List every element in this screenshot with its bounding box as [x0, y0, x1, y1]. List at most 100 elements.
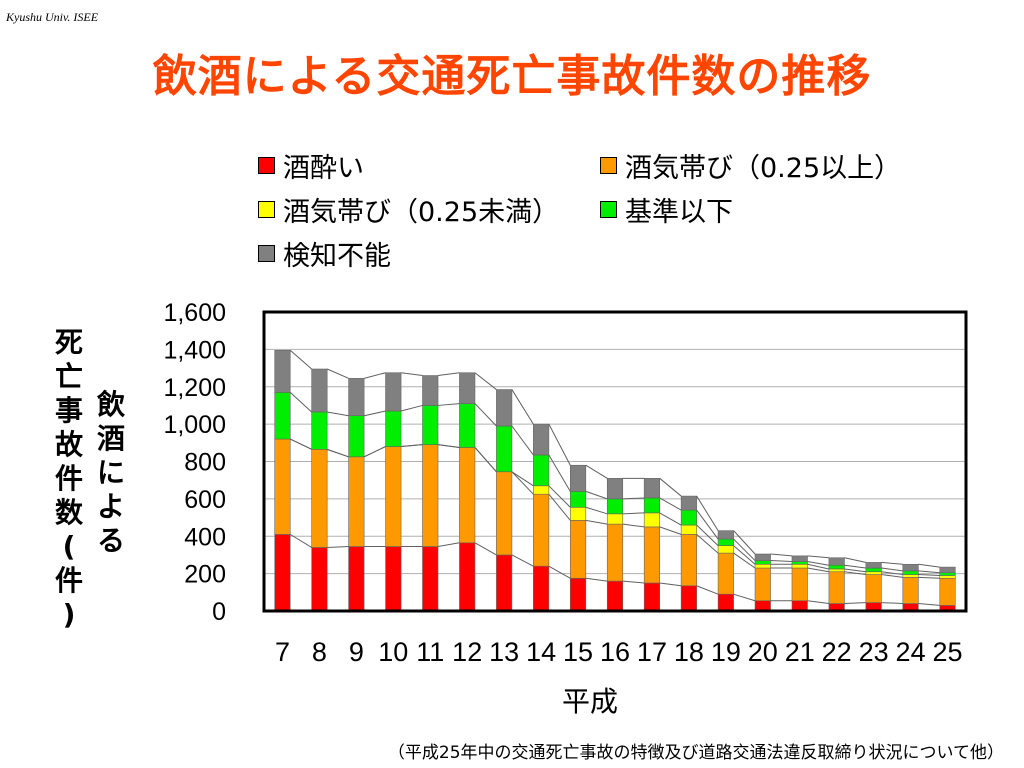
bar-segment: [680, 495, 697, 511]
series-connector: [437, 372, 460, 377]
y-axis-label-char: 亡: [54, 360, 83, 393]
series-connector: [437, 542, 460, 548]
bar-segment: [717, 593, 734, 612]
series-connector: [881, 574, 903, 578]
legend-item: 酒気帯び（0.25未満）: [258, 190, 559, 229]
bar-segment: [533, 423, 550, 456]
bar-segment: [680, 585, 697, 612]
legend-swatch: [258, 245, 275, 262]
bar-segment: [828, 571, 845, 604]
series-connector: [585, 490, 608, 500]
x-tick-label: 10: [378, 637, 408, 667]
legend-swatch: [600, 157, 617, 174]
plot-border: [262, 310, 968, 613]
series-connector: [770, 553, 793, 557]
bar-segment: [606, 513, 624, 525]
bar-segment: [533, 485, 550, 495]
legend-item: 酒気帯び（0.25以上）: [600, 146, 901, 185]
y-tick-label: 1,600: [163, 299, 226, 327]
series-connector: [807, 600, 829, 605]
series-connector: [585, 577, 608, 582]
y-axis-label-char: 事: [54, 394, 83, 427]
series-connector: [622, 580, 645, 584]
bar-segment: [902, 577, 919, 604]
legend-swatch: [258, 201, 275, 218]
series-connector: [733, 545, 756, 565]
bar-segment: [569, 464, 587, 492]
series-connector: [881, 602, 903, 605]
y-tick-label: 1,400: [163, 336, 226, 364]
header-note: Kyushu Univ. ISEE: [6, 10, 99, 24]
bar-segment: [791, 600, 808, 612]
bar-segment: [385, 446, 402, 547]
bar-segment: [274, 350, 291, 393]
series-connector: [585, 506, 608, 515]
bar-segment: [717, 530, 734, 540]
bar-segment: [754, 567, 771, 602]
series-connector: [511, 425, 534, 456]
series-connector: [474, 403, 497, 427]
y-tick-label: 0: [212, 598, 226, 626]
bar-segment: [680, 524, 697, 535]
y-axis-label-char: に: [96, 456, 125, 489]
x-tick-label: 14: [526, 637, 556, 667]
y-axis-label-char: (: [62, 530, 76, 563]
series-connector: [437, 444, 460, 448]
series-connector: [548, 485, 571, 508]
bar-segment: [680, 534, 697, 587]
bar-segment: [569, 506, 587, 521]
bar-segment: [274, 534, 291, 612]
series-connector: [401, 372, 423, 377]
x-tick-label: 7: [275, 637, 290, 667]
bar-segment: [643, 582, 661, 612]
y-tick-label: 200: [184, 561, 226, 589]
series-connector: [696, 495, 719, 531]
series-connector: [364, 410, 386, 417]
bar-segment: [311, 449, 328, 548]
bar-segment: [348, 456, 365, 547]
y-axis-label-char: る: [96, 524, 125, 557]
bar-segment: [643, 526, 661, 584]
series-connector: [326, 368, 349, 379]
bar-segment: [459, 542, 476, 612]
series-connector: [733, 538, 756, 561]
bar-segment: [939, 577, 956, 606]
bar-segment: [865, 574, 882, 603]
bar-segment: [496, 554, 513, 612]
series-connector: [696, 534, 719, 554]
bar-segment: [902, 570, 919, 575]
x-tick-label: 8: [312, 637, 327, 667]
bar-segment: [828, 568, 845, 573]
x-tick-label: 21: [785, 637, 815, 667]
y-tick-label: 1,200: [163, 374, 226, 402]
y-tick-label: 800: [184, 449, 226, 477]
bar-segment: [828, 557, 845, 566]
y-tick-label: 1,000: [163, 411, 226, 439]
bar-segment: [311, 368, 328, 413]
series-connector: [511, 471, 534, 495]
series-connector: [511, 471, 534, 487]
bar-segment: [496, 389, 513, 427]
bar-segment: [680, 509, 697, 526]
bar-segment: [717, 545, 734, 554]
y-tick-label: 400: [184, 523, 226, 551]
series-connector: [733, 552, 756, 569]
series-connector: [290, 438, 312, 450]
legend-label: 基準以下: [625, 197, 733, 228]
chart-legend: 酒酔い 酒気帯び（0.25以上） 酒気帯び（0.25未満） 基準以下 検知不能: [258, 142, 978, 277]
x-tick-label: 24: [896, 637, 926, 667]
series-connector: [733, 593, 756, 602]
bar-segment: [533, 565, 550, 612]
series-connector: [844, 568, 866, 573]
bar-segment: [311, 411, 328, 450]
x-tick-label: 17: [637, 637, 667, 667]
bar-segment: [791, 555, 808, 562]
bar-segment: [606, 478, 624, 500]
series-connector: [401, 444, 423, 448]
x-tick-label: 19: [711, 637, 741, 667]
series-connector: [622, 512, 645, 515]
series-connector: [659, 497, 682, 511]
series-connector: [807, 555, 829, 559]
legend-swatch: [600, 201, 617, 218]
